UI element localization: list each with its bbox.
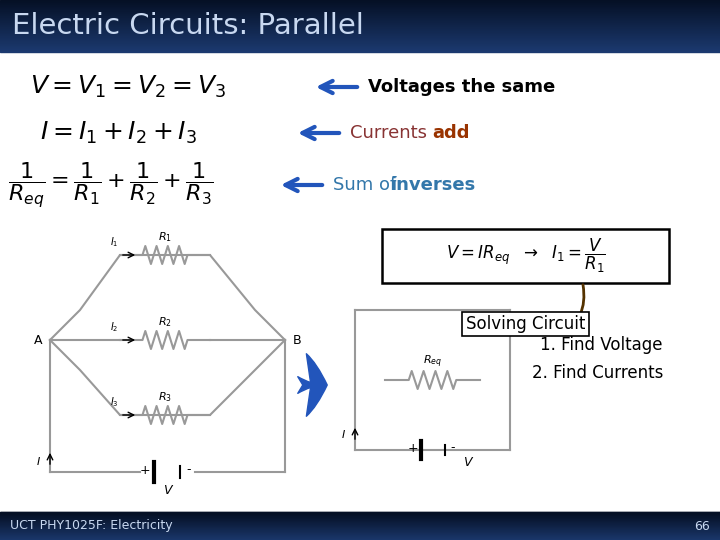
Bar	[0, 10, 720, 11]
Bar	[0, 50, 720, 51]
Bar	[0, 9, 720, 10]
Text: $I_3$: $I_3$	[109, 395, 118, 409]
Bar	[0, 15, 720, 16]
Bar	[0, 14, 720, 15]
Text: A: A	[34, 334, 42, 347]
Text: 1. Find Voltage: 1. Find Voltage	[541, 336, 663, 354]
Bar	[0, 20, 720, 21]
Text: $V = IR_{eq}\ \ \rightarrow\ \ I_1 = \dfrac{V}{R_1}$: $V = IR_{eq}\ \ \rightarrow\ \ I_1 = \df…	[446, 237, 606, 275]
Text: -: -	[450, 442, 455, 455]
Bar	[0, 47, 720, 48]
Bar	[0, 18, 720, 19]
Text: +: +	[408, 442, 418, 455]
Bar	[0, 46, 720, 47]
FancyArrowPatch shape	[559, 285, 584, 335]
Bar	[0, 43, 720, 44]
Bar	[0, 7, 720, 8]
Bar	[0, 12, 720, 13]
Text: Solving Circuit: Solving Circuit	[466, 315, 585, 333]
Bar	[0, 4, 720, 5]
Text: inverses: inverses	[390, 176, 475, 194]
Bar	[0, 49, 720, 50]
Bar	[0, 32, 720, 33]
Bar	[0, 45, 720, 46]
Bar	[0, 31, 720, 32]
Text: V: V	[163, 483, 171, 496]
Text: Voltages the same: Voltages the same	[368, 78, 555, 96]
Text: $I_1$: $I_1$	[109, 235, 118, 249]
Bar	[0, 48, 720, 49]
Bar	[0, 37, 720, 38]
Text: Currents: Currents	[350, 124, 433, 142]
Text: I: I	[342, 430, 345, 440]
Bar	[0, 41, 720, 42]
Bar	[0, 0, 720, 1]
Bar	[0, 29, 720, 30]
Text: Sum of: Sum of	[333, 176, 402, 194]
Bar	[0, 5, 720, 6]
Bar	[0, 3, 720, 4]
Bar	[0, 52, 720, 512]
Text: +: +	[140, 463, 150, 476]
Text: -: -	[186, 463, 192, 476]
Text: I: I	[37, 457, 40, 467]
Text: $I = I_1 + I_2 + I_3$: $I = I_1 + I_2 + I_3$	[40, 120, 197, 146]
Text: $I_2$: $I_2$	[109, 320, 118, 334]
Bar	[0, 44, 720, 45]
Bar	[0, 13, 720, 14]
Bar	[0, 28, 720, 29]
Bar	[0, 39, 720, 40]
Text: 66: 66	[694, 519, 710, 532]
Bar	[0, 21, 720, 22]
Bar	[0, 42, 720, 43]
Text: $\dfrac{1}{R_{eq}} = \dfrac{1}{R_1} + \dfrac{1}{R_2} + \dfrac{1}{R_3}$: $\dfrac{1}{R_{eq}} = \dfrac{1}{R_1} + \d…	[8, 160, 214, 210]
Bar	[0, 6, 720, 7]
Bar	[0, 2, 720, 3]
Text: $R_{eq}$: $R_{eq}$	[423, 354, 442, 370]
Bar	[0, 35, 720, 36]
Bar	[0, 19, 720, 20]
Bar	[0, 16, 720, 17]
Bar	[0, 26, 720, 28]
Bar	[0, 8, 720, 9]
Text: B: B	[293, 334, 302, 347]
Text: $R_3$: $R_3$	[158, 390, 172, 404]
Text: $R_1$: $R_1$	[158, 230, 172, 244]
Text: 2. Find Currents: 2. Find Currents	[531, 364, 663, 382]
Bar	[0, 34, 720, 35]
Text: V: V	[463, 456, 472, 469]
Text: UCT PHY1025F: Electricity: UCT PHY1025F: Electricity	[10, 519, 173, 532]
Text: add: add	[432, 124, 469, 142]
Text: Electric Circuits: Parallel: Electric Circuits: Parallel	[12, 12, 364, 40]
Bar	[0, 23, 720, 24]
Bar	[0, 51, 720, 52]
Text: $V = V_1 = V_2 = V_3$: $V = V_1 = V_2 = V_3$	[30, 74, 226, 100]
FancyBboxPatch shape	[382, 229, 669, 283]
Bar	[0, 38, 720, 39]
Bar	[0, 36, 720, 37]
Bar	[0, 22, 720, 23]
Bar	[0, 30, 720, 31]
Bar	[0, 24, 720, 25]
Bar	[0, 33, 720, 34]
Bar	[0, 40, 720, 41]
Bar	[0, 11, 720, 12]
Text: $R_2$: $R_2$	[158, 315, 172, 329]
Bar	[0, 25, 720, 26]
Bar	[0, 1, 720, 2]
